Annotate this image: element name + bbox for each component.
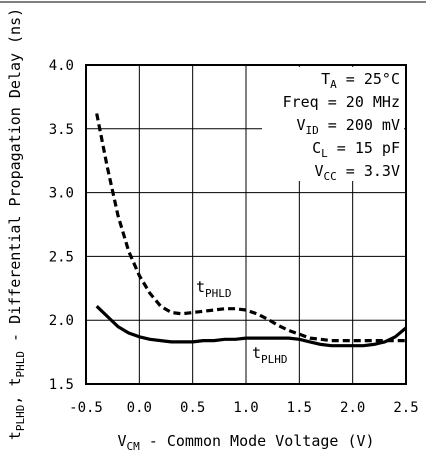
condition-line: Freq = 20 MHz [283,93,400,111]
x-tick-label: 1.5 [287,400,312,416]
condition-main: Freq = 20 MHz [283,93,400,111]
y-tick-label: 3.5 [49,122,74,138]
y-axis-title-sep: , [6,387,24,405]
y-axis-title-t2: t [6,378,24,387]
y-tick-label: 2.0 [49,313,74,329]
y-axis-title-t2-sub: PHLD [14,351,27,378]
series-label-phld: tPHLD [196,278,232,300]
y-axis-title: tPLHD, tPHLD - Differential Propagation … [6,8,27,440]
condition-rest: = 3.3V [337,162,400,180]
condition-main: V [296,116,305,134]
series-label-main: t [252,344,261,362]
y-tick-label: 2.5 [49,249,74,265]
x-tick-label: 0.0 [127,400,152,416]
x-axis-title-sub: CM [126,440,140,453]
series-label-plhd: tPLHD [252,344,288,366]
x-axis-title-rest: - Common Mode Voltage (V) [140,432,375,450]
condition-main: C [312,139,321,157]
series-label-sub: PHLD [205,287,232,300]
x-axis-title: VCM - Common Mode Voltage (V) [117,432,374,453]
series-label-main: t [196,278,205,296]
y-tick-label: 3.0 [49,186,74,202]
y-axis-title-t1: t [6,431,24,440]
condition-rest: = 15 pF [328,139,400,157]
x-tick-label: 1.0 [233,400,258,416]
y-axis-title-rest: - Differential Propagation Delay (ns) [6,8,24,351]
y-axis-title-t1-sub: PLHD [14,405,27,432]
x-tick-label: 2.0 [340,400,365,416]
series-label-sub: PLHD [261,353,288,366]
x-axis-title-main: V [117,432,126,450]
condition-rest: = 200 mV [319,116,400,134]
y-tick-label: 4.0 [49,58,74,74]
x-tick-label: 0.5 [180,400,205,416]
condition-rest: = 25°C [337,70,400,88]
condition-sub: ID [305,124,318,137]
x-tick-label: -0.5 [69,400,103,416]
y-tick-label: 1.5 [49,377,74,393]
condition-sub: CC [324,170,337,183]
x-tick-label: 2.5 [393,400,418,416]
condition-main: V [315,162,324,180]
condition-main: T [321,70,330,88]
